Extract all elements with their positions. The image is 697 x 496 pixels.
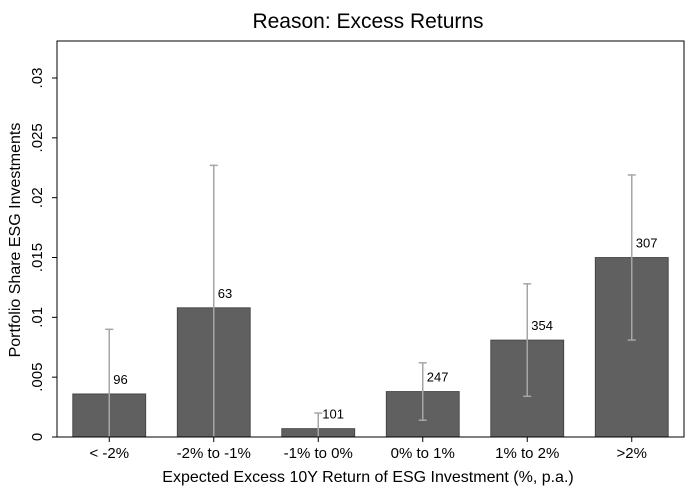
error-bar-1: [209, 164, 218, 437]
y-tick-label-5: .025: [29, 123, 46, 152]
data-label-1: 63: [218, 286, 232, 301]
y-tick-label-4: .02: [29, 187, 46, 208]
chart-title: Reason: Excess Returns: [252, 10, 483, 33]
x-tick-label-5: >2%: [617, 445, 647, 462]
x-tick-label-3: 0% to 1%: [391, 445, 455, 462]
error-bar-4: [523, 283, 532, 398]
data-label-3: 247: [427, 370, 449, 385]
x-axis-title: Expected Excess 10Y Return of ESG Invest…: [162, 469, 573, 486]
error-bar-0: [105, 328, 114, 437]
data-label-2: 101: [322, 407, 344, 422]
x-tick-label-1: -2% to -1%: [177, 445, 251, 462]
x-tick-label-0: < -2%: [89, 445, 129, 462]
x-axis: < -2% -2% to -1% -1% to 0% 0% to 1% 1% to 2%…: [89, 437, 647, 462]
x-tick-label-4: 1% to 2%: [495, 445, 559, 462]
y-tick-label-6: .03: [29, 68, 46, 89]
error-bar-2: [314, 412, 323, 437]
data-label-0: 96: [113, 372, 127, 387]
x-tick-label-2: -1% to 0%: [284, 445, 353, 462]
bars-layer: [72, 257, 669, 438]
y-tick-label-2: .01: [29, 307, 46, 328]
y-axis-title: Portfolio Share ESG Investments: [7, 123, 24, 358]
error-bar-5: [627, 174, 636, 341]
y-tick-label-3: .015: [29, 243, 46, 272]
error-bars-layer: [105, 164, 636, 437]
plot-frame: [56, 40, 685, 438]
y-tick-label-0: 0: [29, 433, 46, 441]
data-label-5: 307: [636, 236, 658, 251]
error-bar-3: [418, 362, 427, 421]
data-label-4: 354: [531, 318, 553, 333]
y-tick-label-1: .005: [29, 363, 46, 392]
y-axis: 0 .005 .01 .015 .02 .025 .03: [29, 68, 57, 441]
data-labels-layer: 96 63 101 247 354 307: [113, 236, 657, 422]
